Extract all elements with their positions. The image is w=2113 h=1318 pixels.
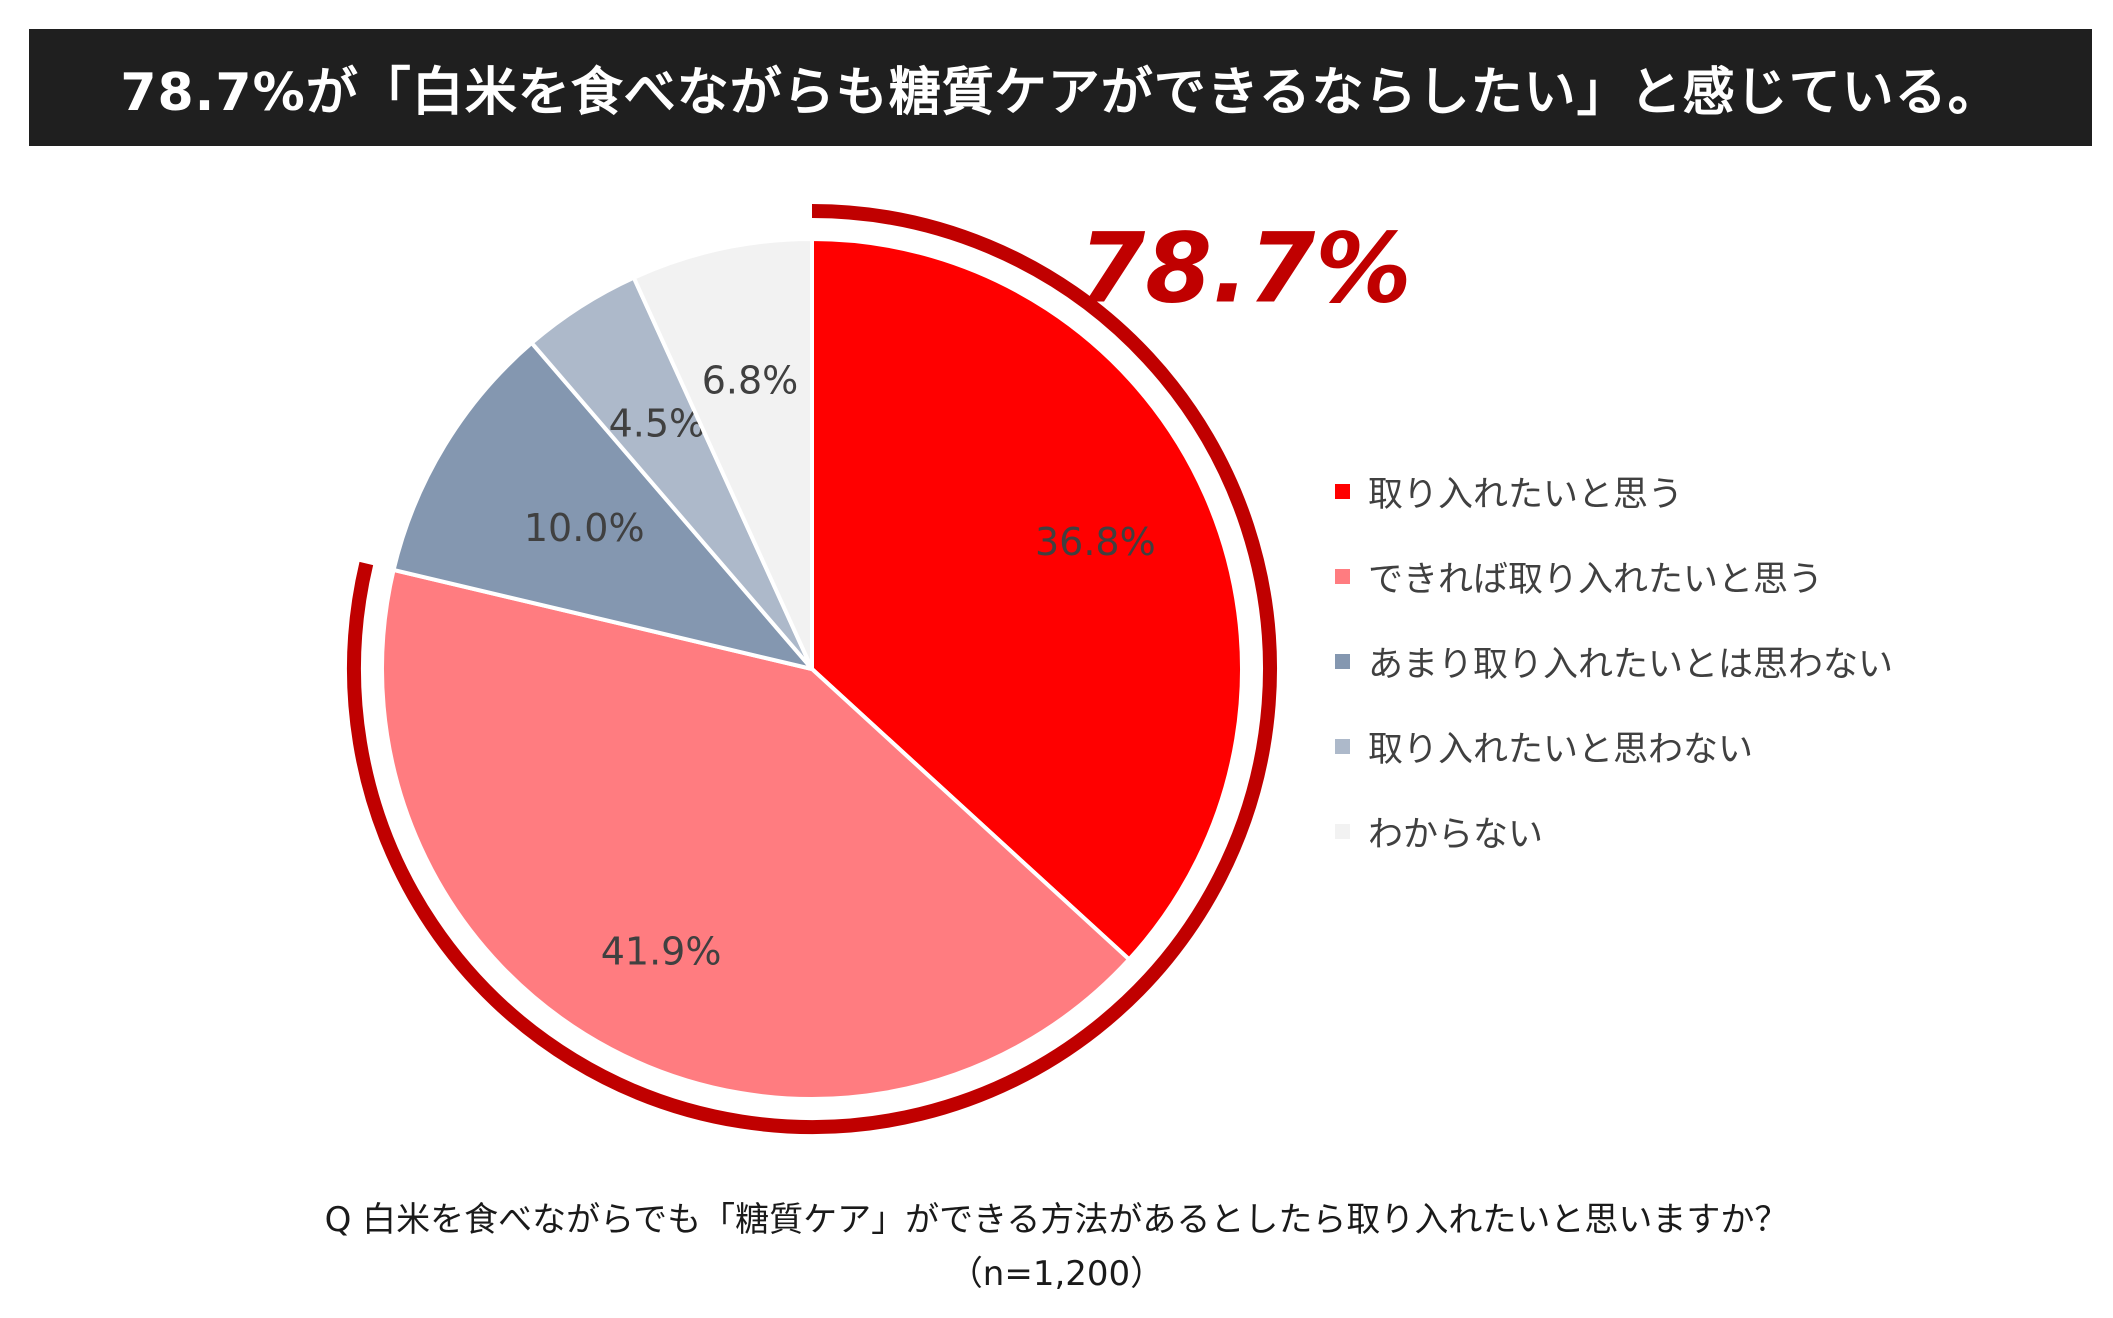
legend-item: できれば取り入れたいと思う [1335,555,1893,600]
headline-banner: 78.7%が「白米を食べながらも糖質ケアができるならしたい」と感じている。 [29,29,2092,146]
headline-text: 78.7%が「白米を食べながらも糖質ケアができるならしたい」と感じている。 [120,63,2001,123]
legend-label: できれば取り入れたいと思う [1368,559,1824,600]
sample-size: （n=1,200） [948,1254,1165,1294]
legend-item: あまり取り入れたいとは思わない [1335,640,1893,685]
legend-item: わからない [1335,810,1893,855]
legend-label: わからない [1368,814,1544,855]
slice-label: 6.8% [702,359,799,403]
survey-question: Q 白米を食べながらでも「糖質ケア」ができる方法があるとしたら取り入れたいと思い… [324,1200,1789,1240]
legend-label: あまり取り入れたいとは思わない [1368,644,1894,685]
pie-slice [810,237,1244,962]
slice-label: 10.0% [524,506,645,550]
highlight-label: 78.7% [1078,212,1411,324]
legend-swatch [1335,568,1350,584]
slice-label: 41.9% [601,930,722,974]
pie-slice [380,567,1132,1101]
slice-label: 36.8% [1035,520,1156,564]
legend-label: 取り入れたいと思う [1368,474,1684,515]
pie-slice [391,340,814,671]
legend-item: 取り入れたいと思う [1335,470,1893,515]
highlight-arc [347,204,1277,1134]
legend-swatch [1335,738,1350,754]
legend: 取り入れたいと思う できれば取り入れたいと思う あまり取り入れたいとは思わない … [1335,470,1893,855]
pie-slice [631,237,814,671]
legend-swatch [1335,483,1350,499]
legend-swatch [1335,653,1350,669]
legend-item: 取り入れたいと思わない [1335,725,1893,770]
legend-swatch [1335,823,1350,839]
legend-label: 取り入れたいと思わない [1368,729,1754,770]
slice-label: 4.5% [609,402,706,446]
